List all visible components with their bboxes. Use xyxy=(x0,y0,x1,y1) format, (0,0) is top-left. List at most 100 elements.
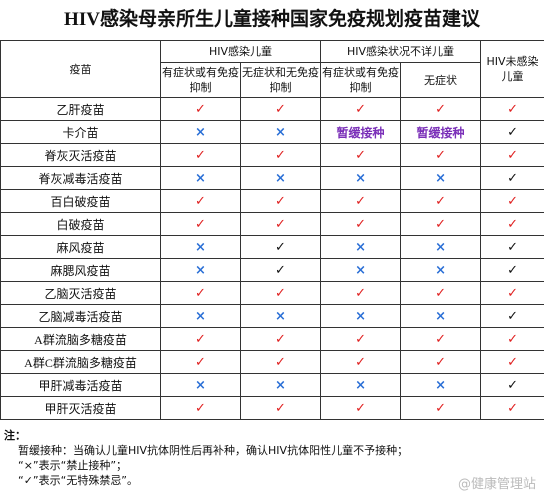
table-row: 脊灰减毒活疫苗 × × × × ✓ xyxy=(0,166,544,190)
recommendation: ✓ xyxy=(320,189,402,213)
table-row: 麻风疫苗 × ✓ × × ✓ xyxy=(0,235,544,259)
recommendation: ✓ xyxy=(400,143,482,167)
recommendation: ✓ xyxy=(320,97,402,121)
recommendation: × xyxy=(239,166,322,190)
table-row: 麻腮风疫苗 × ✓ × × ✓ xyxy=(0,258,544,282)
recommendation: ✓ xyxy=(160,189,241,213)
recommendation: ✓ xyxy=(480,304,544,328)
recommendation: ✓ xyxy=(480,189,544,213)
notes: 注： 暂缓接种：当确认儿童HIV抗体阴性后再补种，确认HIV抗体阳性儿童不予接种；… xyxy=(4,428,408,488)
recommendation: ✓ xyxy=(239,143,322,167)
note-line: “×”表示“禁止接种”； xyxy=(18,459,128,472)
recommendation: × xyxy=(160,258,241,282)
sub-header: 无症状和无免疫抑制 xyxy=(239,62,322,98)
title: HIV感染母亲所生儿童接种国家免疫规划疫苗建议 xyxy=(64,9,480,30)
vaccine-name: 白破疫苗 xyxy=(0,212,161,236)
recommendation: ✓ xyxy=(320,212,402,236)
recommendation: × xyxy=(320,258,402,282)
recommendation: ✓ xyxy=(239,396,322,420)
table-row: 百白破疫苗 ✓ ✓ ✓ ✓ ✓ xyxy=(0,189,544,213)
recommendation: ✓ xyxy=(320,350,402,374)
table-row: A群C群流脑多糖疫苗 ✓ ✓ ✓ ✓ ✓ xyxy=(0,350,544,374)
recommendation: ✓ xyxy=(480,373,544,397)
recommendation: ✓ xyxy=(480,120,544,144)
recommendation: ✓ xyxy=(239,235,322,259)
recommendation: × xyxy=(239,120,322,144)
vaccine-name: 乙脑灭活疫苗 xyxy=(0,281,161,305)
recommendation: × xyxy=(320,166,402,190)
recommendation: ✓ xyxy=(400,327,482,351)
vaccine-name: 麻风疫苗 xyxy=(0,235,161,259)
recommendation: ✓ xyxy=(320,281,402,305)
recommendation: 暂缓接种 xyxy=(320,120,402,144)
vaccine-table: 疫苗 HIV感染儿童 HIV感染状况不详儿童 HIV未感染儿童 有症状或有免疫抑制 无症状… xyxy=(0,40,544,420)
note-line: “✓”表示“无特殊禁忌”。 xyxy=(18,474,139,487)
header-row: 有症状或有免疫抑制 无症状和无免疫抑制 有症状或有免疫抑制 无症状 xyxy=(1,62,544,98)
vaccine-name: 百白破疫苗 xyxy=(0,189,161,213)
vaccine-name: 卡介苗 xyxy=(0,120,161,144)
recommendation: ✓ xyxy=(160,327,241,351)
recommendation: ✓ xyxy=(400,350,482,374)
vaccine-name: 脊灰灭活疫苗 xyxy=(0,143,161,167)
recommendation: ✓ xyxy=(160,143,241,167)
table-row: 甲肝灭活疫苗 ✓ ✓ ✓ ✓ ✓ xyxy=(0,396,544,420)
recommendation: ✓ xyxy=(160,281,241,305)
recommendation: 暂缓接种 xyxy=(400,120,482,144)
sub-header: 有症状或有免疫抑制 xyxy=(320,62,402,98)
table-row: 白破疫苗 ✓ ✓ ✓ ✓ ✓ xyxy=(0,212,544,236)
table-row: 乙脑灭活疫苗 ✓ ✓ ✓ ✓ ✓ xyxy=(0,281,544,305)
recommendation: ✓ xyxy=(239,258,322,282)
vaccine-name: 麻腮风疫苗 xyxy=(0,258,161,282)
vaccine-name: 甲肝减毒活疫苗 xyxy=(0,373,161,397)
recommendation: ✓ xyxy=(480,327,544,351)
recommendation: × xyxy=(160,304,241,328)
group-header: HIV未感染儿童 xyxy=(480,40,544,98)
recommendation: ✓ xyxy=(239,212,322,236)
recommendation: ✓ xyxy=(480,166,544,190)
group-header: HIV感染儿童 xyxy=(159,40,322,63)
recommendation: ✓ xyxy=(160,350,241,374)
recommendation: ✓ xyxy=(160,396,241,420)
vaccine-name: 乙肝疫苗 xyxy=(0,97,161,121)
header-row: 疫苗 HIV感染儿童 HIV感染状况不详儿童 HIV未感染儿童 xyxy=(0,40,544,98)
recommendation: ✓ xyxy=(480,143,544,167)
recommendation: × xyxy=(320,373,402,397)
vaccine-name: 甲肝灭活疫苗 xyxy=(0,396,161,420)
vaccine-name: A群流脑多糖疫苗 xyxy=(0,327,161,351)
recommendation: × xyxy=(320,304,402,328)
recommendation: × xyxy=(320,235,402,259)
recommendation: × xyxy=(239,373,322,397)
recommendation: ✓ xyxy=(320,327,402,351)
recommendation: ✓ xyxy=(239,189,322,213)
recommendation: ✓ xyxy=(239,350,322,374)
recommendation: × xyxy=(400,166,482,190)
recommendation: ✓ xyxy=(480,258,544,282)
recommendation: ✓ xyxy=(400,396,482,420)
group-header: HIV感染状况不详儿童 xyxy=(320,40,482,63)
recommendation: ✓ xyxy=(400,281,482,305)
watermark: @健康管理站 xyxy=(457,477,536,492)
recommendation: ✓ xyxy=(480,97,544,121)
recommendation: ✓ xyxy=(400,189,482,213)
recommendation: × xyxy=(160,166,241,190)
recommendation: ✓ xyxy=(239,97,322,121)
sub-header: 有症状或有免疫抑制 xyxy=(160,62,241,98)
table-row: 甲肝减毒活疫苗 × × × × ✓ xyxy=(0,373,544,397)
table-row: 卡介苗 × × 暂缓接种 暂缓接种 ✓ xyxy=(0,120,544,144)
vaccine-name: A群C群流脑多糖疫苗 xyxy=(0,350,161,374)
table-row: A群流脑多糖疫苗 ✓ ✓ ✓ ✓ ✓ xyxy=(0,327,544,351)
recommendation: × xyxy=(160,235,241,259)
vaccine-name: 脊灰减毒活疫苗 xyxy=(0,166,161,190)
sub-header: 无症状 xyxy=(400,62,482,98)
recommendation: ✓ xyxy=(160,212,241,236)
recommendation: ✓ xyxy=(239,327,322,351)
recommendation: ✓ xyxy=(480,212,544,236)
recommendation: ✓ xyxy=(320,396,402,420)
recommendation: × xyxy=(400,373,482,397)
recommendation: ✓ xyxy=(480,235,544,259)
recommendation: ✓ xyxy=(400,212,482,236)
recommendation: ✓ xyxy=(480,350,544,374)
recommendation: × xyxy=(239,304,322,328)
recommendation: × xyxy=(400,304,482,328)
